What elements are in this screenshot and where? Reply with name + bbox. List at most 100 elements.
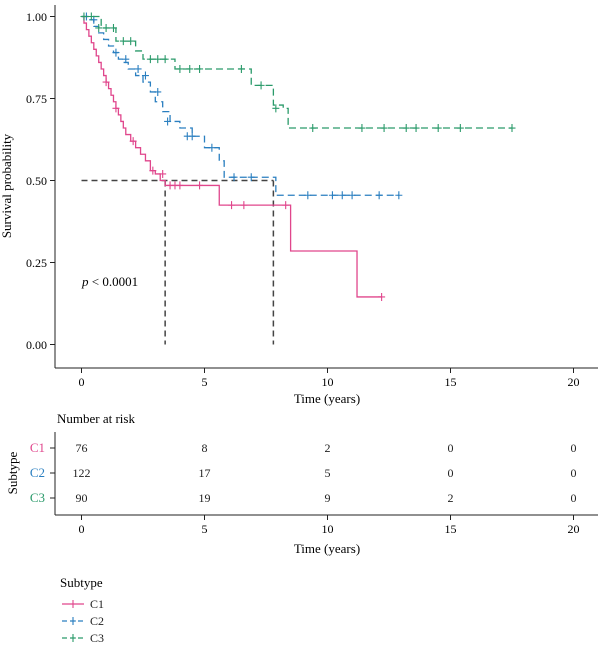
- y-tick-label: 1.00: [26, 10, 47, 24]
- censor-mark-c3: [508, 124, 516, 133]
- censor-mark-c3: [272, 104, 280, 113]
- km-y-axis-title: Survival probability: [0, 133, 14, 238]
- risk-count: 8: [202, 441, 208, 455]
- y-tick-label: 0.25: [26, 256, 47, 270]
- censor-mark-c1: [378, 292, 386, 301]
- risk-table-title: Number at risk: [57, 411, 135, 426]
- censor-mark-c3: [257, 81, 265, 90]
- censor-mark-c1: [112, 104, 120, 113]
- x-tick-label: 0: [79, 375, 85, 389]
- censor-mark-c3: [402, 124, 410, 133]
- censor-mark-c3: [127, 37, 135, 46]
- censor-mark-c3: [186, 64, 194, 73]
- censor-mark-c3: [358, 124, 366, 133]
- legend-label-c1: C1: [90, 597, 104, 611]
- censor-mark-c3: [196, 64, 204, 73]
- censor-mark-c2: [112, 48, 120, 57]
- censor-mark-c3: [119, 37, 127, 46]
- risk-y-axis-title: Subtype: [5, 451, 20, 494]
- censor-mark-c2: [230, 173, 238, 182]
- km-curve-c2: [81, 15, 399, 196]
- km-curve-c1: [81, 15, 382, 298]
- legend: C1 C2 C3: [62, 597, 104, 645]
- risk-count: 0: [571, 466, 577, 480]
- risk-count: 0: [571, 441, 577, 455]
- risk-count: 17: [199, 466, 211, 480]
- km-x-axis-title: Time (years): [294, 391, 360, 406]
- censor-mark-c2: [122, 55, 130, 64]
- censor-mark-c2: [395, 191, 403, 200]
- censor-mark-c3: [237, 64, 245, 73]
- x-tick-label: 10: [322, 375, 334, 389]
- censor-mark-c3: [434, 124, 442, 133]
- censor-mark-c2: [304, 191, 312, 200]
- censor-mark-c3: [102, 23, 110, 32]
- risk-count: 19: [199, 491, 211, 505]
- censor-mark-c3: [146, 55, 154, 64]
- censor-mark-c2: [328, 191, 336, 200]
- risk-count: 90: [76, 491, 88, 505]
- risk-x-ticks: 0 5 10 15 20: [79, 515, 580, 536]
- risk-count: 122: [73, 466, 91, 480]
- censor-mark-c2: [154, 87, 162, 96]
- legend-title: Subtype: [60, 575, 103, 590]
- censor-mark-c2: [338, 191, 346, 200]
- censor-mark-c1: [129, 137, 137, 146]
- km-curves: [80, 12, 516, 345]
- km-y-ticks: 0.00 0.25 0.50 0.75 1.00: [26, 10, 55, 352]
- risk-x-tick-label: 15: [445, 522, 457, 536]
- censor-mark-c2: [348, 191, 356, 200]
- censor-mark-c3: [80, 12, 88, 21]
- risk-rows: C1 76 8 2 0 0 C2 122 17 5 0 0 C3 90 19 9 2 0: [30, 440, 577, 505]
- x-tick-label: 5: [202, 375, 208, 389]
- censor-mark-c2: [164, 117, 172, 126]
- risk-row-label-c2: C2: [30, 465, 45, 480]
- censor-mark-c2: [134, 64, 142, 73]
- censor-mark-c1: [228, 201, 236, 210]
- censor-mark-c1: [102, 78, 110, 87]
- censor-mark-c3: [309, 124, 317, 133]
- legend-label-c2: C2: [90, 614, 104, 628]
- censor-mark-c1: [196, 181, 204, 190]
- risk-count: 5: [325, 466, 331, 480]
- risk-count: 0: [448, 441, 454, 455]
- censor-mark-c3: [412, 124, 420, 133]
- risk-x-tick-label: 20: [568, 522, 580, 536]
- censor-mark-c1: [149, 166, 157, 175]
- km-x-ticks: 0 5 10 15 20: [79, 368, 580, 389]
- risk-count: 76: [76, 441, 88, 455]
- censor-mark-c3: [380, 124, 388, 133]
- x-tick-label: 15: [445, 375, 457, 389]
- censor-mark-c1: [282, 201, 290, 210]
- km-curve-c3: [81, 15, 512, 129]
- legend-label-c3: C3: [90, 631, 104, 645]
- risk-x-tick-label: 10: [322, 522, 334, 536]
- legend-censor-mark: [70, 634, 76, 642]
- p-value-annotation: p < 0.0001: [81, 274, 138, 289]
- risk-x-tick-label: 0: [79, 522, 85, 536]
- censor-mark-c3: [161, 55, 169, 64]
- censor-mark-c3: [154, 55, 162, 64]
- censor-mark-c3: [95, 23, 103, 32]
- risk-count: 0: [571, 491, 577, 505]
- censor-mark-c2: [188, 132, 196, 141]
- censor-mark-c1: [176, 181, 184, 190]
- legend-censor-mark: [70, 617, 76, 625]
- y-tick-label: 0.50: [26, 174, 47, 188]
- risk-count: 2: [448, 491, 454, 505]
- risk-count: 0: [448, 466, 454, 480]
- censor-mark-c3: [87, 12, 95, 21]
- censor-mark-c1: [240, 201, 248, 210]
- risk-count: 9: [325, 491, 331, 505]
- y-tick-label: 0.00: [26, 338, 47, 352]
- risk-x-axis-title: Time (years): [294, 541, 360, 556]
- censor-mark-c3: [456, 124, 464, 133]
- censor-mark-c3: [176, 64, 184, 73]
- risk-row-label-c1: C1: [30, 440, 45, 455]
- risk-count: 2: [325, 441, 331, 455]
- risk-x-tick-label: 5: [202, 522, 208, 536]
- censor-mark-c2: [375, 191, 383, 200]
- censor-mark-c2: [247, 173, 255, 182]
- censor-mark-c1: [159, 169, 167, 178]
